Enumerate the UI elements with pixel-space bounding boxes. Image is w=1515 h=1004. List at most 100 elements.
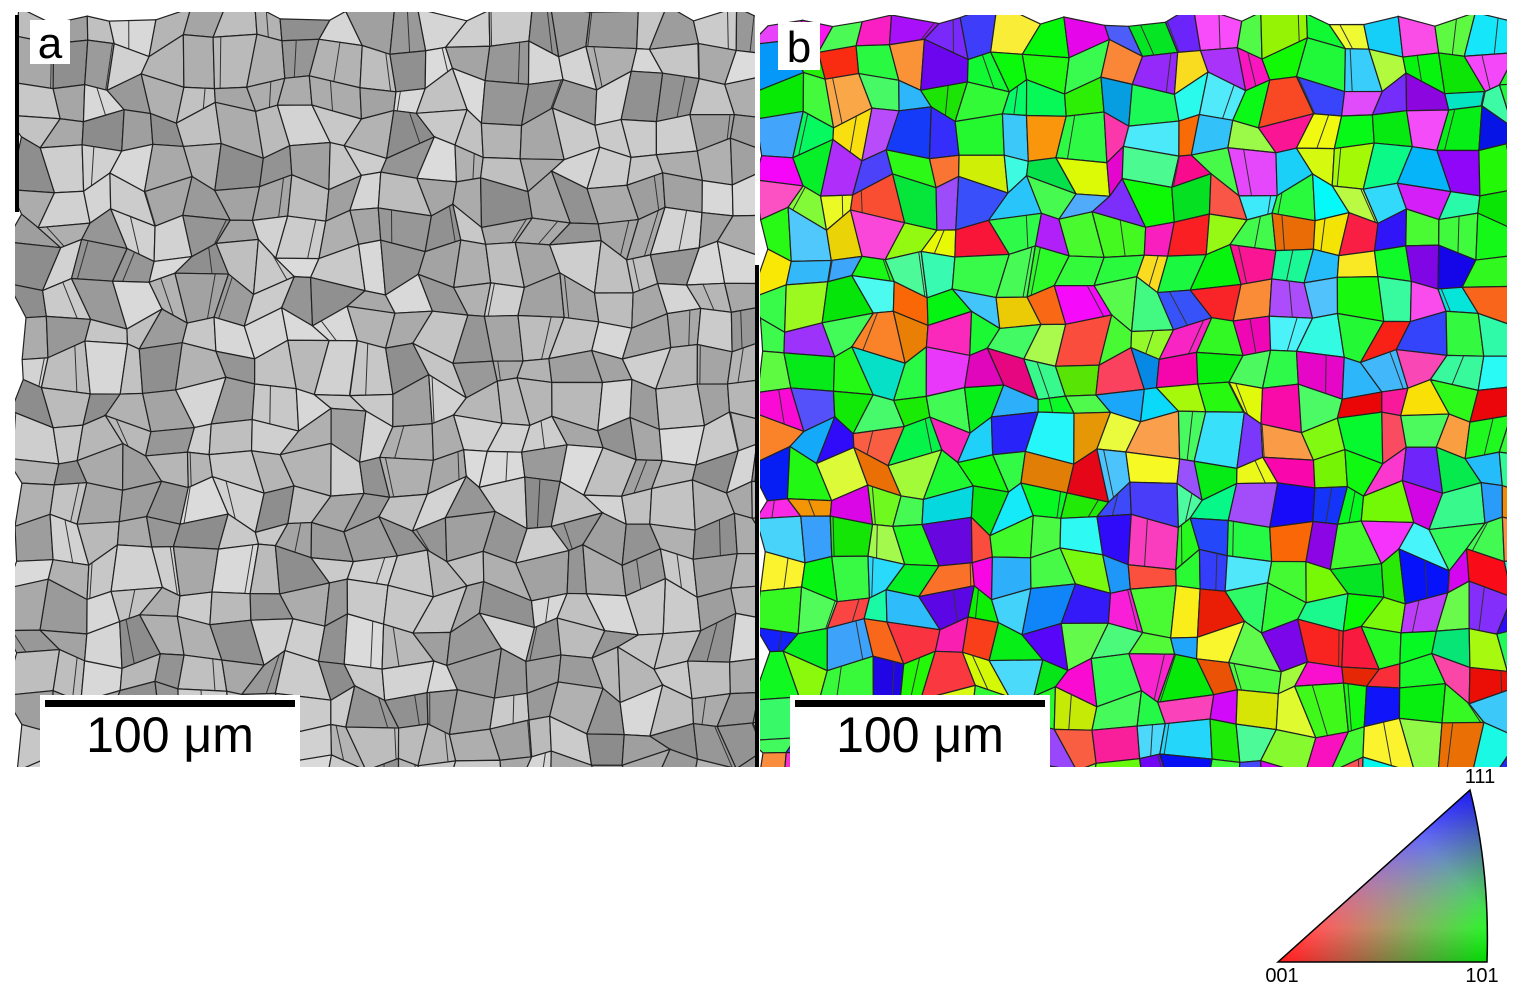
grain (737, 755, 755, 767)
twin-boundary (969, 562, 972, 587)
twin-boundary (1123, 125, 1130, 147)
grain (1506, 143, 1507, 145)
grain (551, 790, 603, 838)
twin-boundary (105, 43, 113, 91)
twin-boundary (856, 803, 857, 841)
twin-boundary (1232, 794, 1233, 832)
grain (831, 555, 871, 603)
twin-boundary (414, 764, 416, 767)
twin-boundary (871, 557, 874, 597)
grain (1477, 355, 1507, 392)
twin-boundary (511, 218, 527, 243)
twin-boundary (1153, 654, 1166, 700)
twin-boundary (244, 544, 254, 594)
grain (1498, 451, 1507, 488)
twin-boundary (441, 47, 449, 72)
twin-boundary (219, 36, 222, 89)
grain (692, 722, 737, 767)
grain (1268, 482, 1316, 529)
twin-boundary (730, 412, 740, 451)
grain (1478, 143, 1507, 197)
grain (389, 50, 427, 93)
grain (1398, 787, 1435, 823)
grain (452, 239, 492, 289)
grain (15, 648, 61, 696)
twin-boundary (1186, 411, 1194, 461)
twin-boundary (1316, 114, 1330, 149)
twin-boundary (268, 81, 272, 108)
twin-boundary (541, 316, 552, 360)
twin-boundary (587, 12, 593, 47)
grain (850, 766, 891, 767)
grain (649, 479, 696, 531)
grain (1503, 560, 1507, 577)
twin-boundary (718, 519, 721, 556)
twin-boundary (1048, 398, 1054, 413)
grain (1091, 725, 1141, 764)
twin-boundary (944, 85, 949, 116)
grain (729, 113, 755, 148)
twin-boundary (714, 725, 733, 767)
grain (1194, 15, 1243, 52)
twin-boundary (924, 418, 933, 453)
grain (356, 789, 399, 838)
twin-boundary (676, 76, 686, 118)
twin-boundary (800, 792, 806, 831)
twin-boundary (1483, 418, 1494, 456)
grain (971, 788, 1008, 832)
twin-boundary (688, 310, 691, 346)
twin-boundary (490, 12, 492, 47)
twin-boundary (1389, 351, 1404, 390)
twin-boundary (1119, 219, 1126, 257)
twin-boundary (1297, 77, 1316, 115)
grain (723, 282, 755, 313)
twin-boundary (749, 15, 755, 53)
grain (453, 759, 502, 767)
grain (760, 586, 803, 635)
twin-boundary (701, 696, 707, 725)
twin-boundary (620, 220, 630, 256)
grain (655, 383, 706, 431)
twin-boundary (190, 793, 194, 819)
twin-boundary (1320, 218, 1326, 252)
twin-boundary (550, 79, 562, 110)
grain (1001, 113, 1029, 163)
twin-boundary (90, 146, 95, 186)
twin-boundary (122, 251, 136, 282)
grain (1033, 762, 1059, 767)
twin-boundary (64, 519, 74, 563)
twin-boundary (394, 727, 397, 760)
grain (650, 795, 696, 822)
grain (447, 788, 502, 828)
grain (751, 517, 755, 524)
twin-boundary (1103, 449, 1115, 498)
grain (959, 773, 1008, 794)
twin-boundary (1348, 491, 1356, 523)
twin-boundary (1168, 291, 1188, 326)
twin-boundary (76, 240, 89, 280)
corner-label: 101 (1465, 965, 1498, 987)
twin-boundary (1481, 54, 1491, 90)
twin-boundary (335, 725, 345, 761)
twin-boundary (378, 697, 389, 729)
twin-boundary (1480, 91, 1485, 107)
twin-boundary (1457, 216, 1460, 253)
twin-boundary (225, 480, 236, 519)
twin-boundary (1140, 24, 1155, 56)
twin-boundary (1383, 722, 1392, 766)
grain (1209, 718, 1241, 764)
grain (817, 798, 861, 842)
grain (723, 77, 755, 118)
twin-boundary (882, 259, 891, 282)
twin-boundary (1336, 147, 1342, 187)
twin-boundary (89, 562, 93, 599)
twin-boundary (457, 451, 460, 480)
grain (730, 307, 755, 353)
twin-boundary (218, 276, 233, 319)
twin-boundary (1261, 424, 1265, 458)
twin-boundary (849, 116, 857, 153)
grain (723, 49, 755, 86)
grain (480, 80, 530, 127)
grain (987, 795, 1027, 843)
grain (133, 766, 147, 767)
